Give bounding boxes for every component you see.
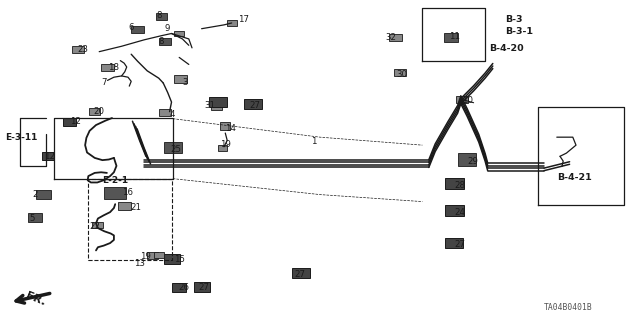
Text: 25: 25 xyxy=(170,145,182,154)
Text: 28: 28 xyxy=(454,181,465,189)
Bar xyxy=(156,13,167,20)
Bar xyxy=(456,96,468,103)
Bar xyxy=(172,283,186,292)
Text: 15: 15 xyxy=(173,256,185,264)
Bar xyxy=(159,109,171,116)
Text: 27: 27 xyxy=(249,101,260,110)
Bar xyxy=(211,102,222,110)
Bar xyxy=(104,187,126,199)
Bar xyxy=(444,33,458,42)
Bar xyxy=(89,108,100,115)
Bar xyxy=(154,252,164,258)
Text: 1: 1 xyxy=(311,137,316,146)
Bar xyxy=(36,190,51,199)
Text: 3: 3 xyxy=(183,78,188,87)
Text: 9: 9 xyxy=(165,24,170,33)
Text: 8: 8 xyxy=(156,11,161,20)
Text: FR.: FR. xyxy=(24,290,47,307)
Text: 12: 12 xyxy=(70,117,81,126)
Text: 27: 27 xyxy=(454,241,465,249)
Text: 5: 5 xyxy=(29,214,35,223)
Bar xyxy=(220,122,230,130)
Text: 7: 7 xyxy=(101,78,106,87)
Text: E-3-11: E-3-11 xyxy=(5,133,38,142)
Bar xyxy=(389,34,402,41)
Text: 29: 29 xyxy=(467,157,477,166)
Text: 27: 27 xyxy=(198,283,209,292)
Bar xyxy=(445,238,463,248)
Text: 12: 12 xyxy=(44,152,56,161)
Bar xyxy=(164,142,182,153)
Text: B-3-1: B-3-1 xyxy=(506,27,534,36)
Text: 27: 27 xyxy=(294,271,305,279)
Text: 11: 11 xyxy=(449,32,460,41)
Text: 17: 17 xyxy=(237,15,249,24)
Text: 22: 22 xyxy=(89,222,100,231)
Text: 19: 19 xyxy=(220,140,230,149)
Text: B-4-20: B-4-20 xyxy=(490,44,524,53)
Bar xyxy=(193,282,210,292)
Bar xyxy=(218,145,227,151)
Text: 19: 19 xyxy=(141,252,151,261)
Bar xyxy=(174,75,187,83)
Text: B-3: B-3 xyxy=(506,15,523,24)
Text: 6: 6 xyxy=(129,23,134,32)
Text: 2: 2 xyxy=(33,190,38,199)
Text: 8: 8 xyxy=(159,37,164,46)
Bar xyxy=(174,31,184,36)
Text: 18: 18 xyxy=(108,63,119,72)
Text: 14: 14 xyxy=(225,124,236,133)
Text: 13: 13 xyxy=(134,259,145,268)
Text: E-2-1: E-2-1 xyxy=(102,176,129,185)
Text: 21: 21 xyxy=(131,204,142,212)
Bar xyxy=(72,46,84,53)
Text: 4: 4 xyxy=(170,110,175,119)
Bar xyxy=(101,64,114,71)
Bar xyxy=(42,152,54,160)
Text: TA04B0401B: TA04B0401B xyxy=(544,303,593,312)
Bar xyxy=(118,202,131,210)
Text: 10: 10 xyxy=(461,96,473,105)
Text: 31: 31 xyxy=(204,101,216,110)
Bar xyxy=(394,69,406,76)
Bar xyxy=(227,20,237,26)
Text: B-4-21: B-4-21 xyxy=(557,173,591,182)
Text: 24: 24 xyxy=(454,208,465,217)
Bar xyxy=(209,97,227,107)
Bar xyxy=(28,213,42,222)
Text: 30: 30 xyxy=(396,70,408,78)
Text: 16: 16 xyxy=(122,188,134,197)
Text: 26: 26 xyxy=(179,283,190,292)
Bar xyxy=(445,178,464,189)
Bar xyxy=(445,205,464,216)
Bar xyxy=(244,99,262,109)
Bar xyxy=(147,252,158,259)
Bar xyxy=(131,26,144,33)
Bar xyxy=(92,222,103,228)
Bar xyxy=(164,254,180,264)
Bar xyxy=(292,268,310,278)
Text: 23: 23 xyxy=(77,45,89,54)
Bar xyxy=(458,153,476,166)
Text: 20: 20 xyxy=(93,107,105,116)
Text: 32: 32 xyxy=(385,33,396,42)
Bar xyxy=(159,38,171,45)
Bar xyxy=(63,118,76,126)
